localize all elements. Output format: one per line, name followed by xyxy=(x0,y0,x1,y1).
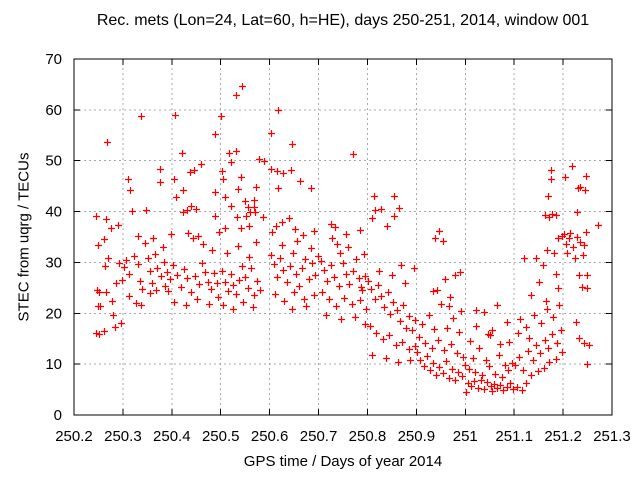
x-tick-label: 251.3 xyxy=(593,428,631,445)
x-tick-label: 250.8 xyxy=(349,428,387,445)
y-tick-label: 70 xyxy=(45,51,62,68)
x-axis-label: GPS time / Days of year 2014 xyxy=(243,453,443,470)
x-tick-label: 251.1 xyxy=(495,428,533,445)
y-tick-label: 50 xyxy=(45,153,62,170)
x-tick-label: 250.2 xyxy=(55,428,93,445)
y-tick-label: 20 xyxy=(45,305,62,322)
x-tick-label: 250.9 xyxy=(398,428,436,445)
x-tick-label: 250.7 xyxy=(300,428,338,445)
x-tick-label: 251.2 xyxy=(544,428,582,445)
y-axis-label: STEC from uqrg / TECUs xyxy=(15,152,33,322)
y-tick-label: 30 xyxy=(45,254,62,271)
x-tick-label: 250.6 xyxy=(251,428,289,445)
y-tick-label: 0 xyxy=(54,407,62,424)
plot-border xyxy=(73,58,613,416)
y-tick-label: 10 xyxy=(45,356,62,373)
y-tick-label: 60 xyxy=(45,102,62,119)
data-points xyxy=(93,83,602,396)
x-tick-label: 250.3 xyxy=(104,428,142,445)
y-tick-label: 40 xyxy=(45,204,62,221)
x-tick-label: 251 xyxy=(453,428,478,445)
chart-title: Rec. mets (Lon=24, Lat=60, h=HE), days 2… xyxy=(96,12,590,29)
axis-ticks xyxy=(73,58,613,416)
grid-lines xyxy=(74,59,612,415)
x-tick-label: 250.4 xyxy=(153,428,191,445)
x-tick-label: 250.5 xyxy=(202,428,240,445)
